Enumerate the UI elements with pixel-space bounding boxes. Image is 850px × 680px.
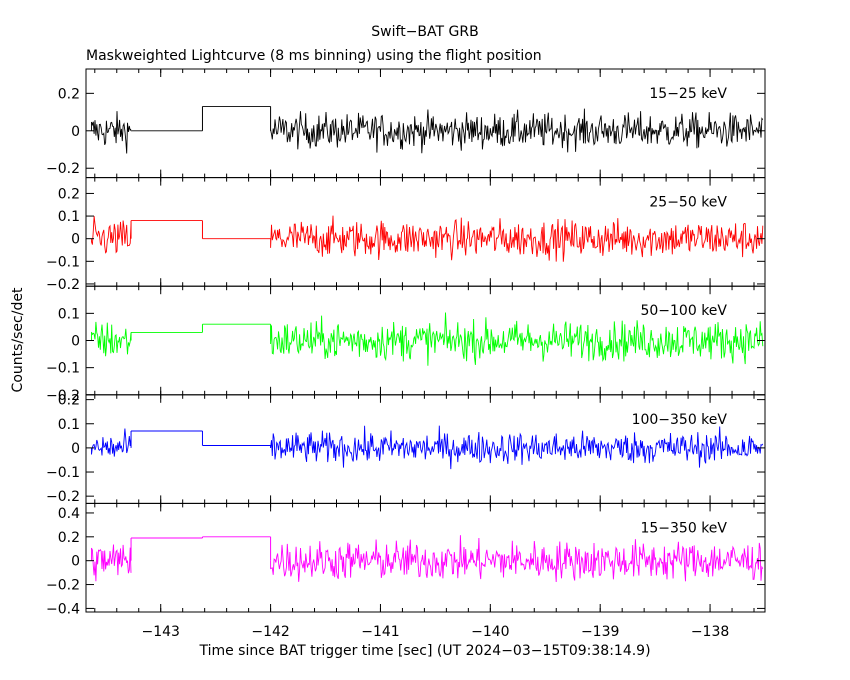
x-tick-label-3: −140	[471, 624, 509, 640]
series-line-1	[91, 215, 764, 262]
y-tick-label-4-2: 0	[71, 554, 80, 570]
x-tick-label-0: −143	[141, 624, 179, 640]
x-tick-label-2: −141	[361, 624, 399, 640]
panel-frame-4	[85, 502, 766, 613]
band-label-3: 100−350 keV	[632, 412, 728, 428]
x-axis-label: Time since BAT trigger time [sec] (UT 20…	[198, 643, 650, 659]
y-tick-label-3-4: 0.2	[58, 393, 80, 409]
panels-group: 15−25 keV −0.2 0 0.2 25−50 keV −0.2 −0.1 0 0.1 0.…	[46, 68, 766, 640]
band-label-2: 50−100 keV	[640, 303, 727, 319]
y-tick-label-2-3: 0.1	[58, 306, 80, 322]
y-tick-label-4-1: −0.2	[46, 578, 80, 594]
y-tick-label-3-0: −0.2	[46, 489, 80, 505]
series-line-4	[91, 535, 764, 583]
chart-subtitle: Maskweighted Lightcurve (8 ms binning) u…	[86, 48, 542, 64]
y-tick-label-2-0: −0.2	[46, 388, 80, 404]
y-tick-label-3-2: 0	[71, 441, 80, 457]
y-tick-label-4-4: 0.4	[58, 506, 80, 522]
y-tick-label-1-4: 0.2	[58, 186, 80, 202]
series-line-0	[91, 105, 764, 154]
y-tick-label-1-3: 0.1	[58, 209, 80, 225]
band-label-4: 15−350 keV	[640, 520, 727, 536]
x-tick-label-1: −142	[251, 624, 289, 640]
y-tick-label-1-1: −0.1	[46, 254, 80, 270]
y-axis-label: Counts/sec/det	[10, 287, 26, 392]
y-tick-label-4-3: 0.2	[58, 530, 80, 546]
y-tick-label-3-3: 0.1	[58, 417, 80, 433]
x-tick-label-4: −139	[581, 624, 619, 640]
chart-title: Swift−BAT GRB	[371, 24, 478, 40]
x-tick-label-5: −138	[691, 624, 729, 640]
y-tick-label-3-1: −0.1	[46, 465, 80, 481]
y-tick-label-4-0: −0.4	[46, 601, 80, 617]
band-label-1: 25−50 keV	[649, 195, 727, 211]
series-line-3	[91, 425, 764, 470]
y-tick-label-0-2: 0.2	[58, 86, 80, 102]
y-tick-label-2-2: 0	[71, 334, 80, 350]
series-line-2	[91, 312, 764, 366]
y-tick-label-0-1: 0	[71, 124, 80, 140]
y-tick-label-1-2: 0	[71, 232, 80, 248]
band-label-0: 15−25 keV	[649, 86, 727, 102]
y-tick-label-0-0: −0.2	[46, 161, 80, 177]
y-tick-label-1-0: −0.2	[46, 277, 80, 293]
y-tick-label-2-1: −0.1	[46, 361, 80, 377]
